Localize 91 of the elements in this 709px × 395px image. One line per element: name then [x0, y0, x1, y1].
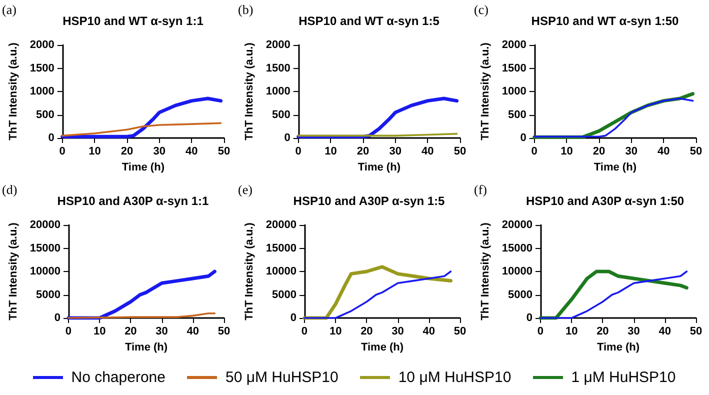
x-tick-label: 30	[625, 146, 638, 158]
x-tick-label: 50	[690, 146, 702, 158]
y-axis-title: ThT Intensity (a.u.)	[244, 42, 256, 140]
x-tick-label: 50	[454, 326, 466, 338]
x-axis-title: Time (h)	[358, 161, 401, 174]
text: (e)	[238, 182, 252, 198]
x-tick-label: 20	[120, 146, 134, 158]
x-axis-title: Time (h)	[596, 341, 640, 354]
x-tick-label: 50	[454, 146, 466, 158]
text: (c)	[474, 2, 488, 18]
x-tick-label: 40	[186, 146, 198, 158]
chart-title: HSP10 and A30P α-syn 1:5	[293, 194, 446, 208]
y-tick-label: 20000	[30, 219, 60, 231]
legend-label: No chaperone	[71, 368, 166, 386]
x-tick-label: 20	[592, 146, 606, 158]
x-tick-label: 0	[537, 326, 544, 338]
y-tick-label: 1500	[502, 62, 526, 74]
x-axis-title: Time (h)	[360, 341, 404, 354]
x-tick-label: 10	[565, 326, 578, 338]
y-tick-label: 15000	[502, 242, 532, 254]
text: (d)	[2, 182, 18, 198]
y-tick-label: 500	[508, 108, 526, 121]
x-tick-label: 10	[324, 146, 337, 158]
x-tick-label: 40	[658, 146, 670, 158]
y-tick-label: 0	[48, 132, 54, 144]
chart-title: HSP10 and A30P α-syn 1:1	[57, 194, 210, 208]
legend-label: 1 μM HuHSP10	[571, 368, 676, 386]
x-tick-label: 30	[389, 146, 402, 158]
x-tick-label: 20	[356, 146, 370, 158]
text: (b)	[238, 2, 254, 18]
x-tick-label: 50	[218, 146, 230, 158]
y-tick-label: 0	[54, 312, 60, 324]
y-tick-label: 2000	[502, 39, 526, 51]
x-tick-label: 0	[301, 326, 308, 338]
x-tick-label: 30	[392, 326, 404, 338]
y-tick-label: 5000	[272, 288, 296, 301]
x-tick-label: 30	[153, 146, 166, 158]
y-tick-label: 0	[284, 132, 290, 144]
y-tick-label: 1000	[502, 86, 526, 98]
y-tick-label: 1500	[266, 62, 290, 74]
chart-title: HSP10 and WT α-syn 1:1	[62, 14, 204, 28]
x-axis-title: Time (h)	[124, 341, 168, 354]
x-tick-label: 40	[658, 326, 672, 338]
legend-label: 10 μM HuHSP10	[398, 368, 512, 386]
y-tick-label: 2000	[30, 39, 54, 51]
y-axis-title: ThT Intensity (a.u.)	[480, 222, 492, 320]
y-axis-title: ThT Intensity (a.u.)	[480, 42, 492, 140]
x-tick-label: 50	[218, 326, 230, 338]
x-axis-title: Time (h)	[594, 161, 637, 174]
y-tick-label: 0	[520, 132, 526, 144]
x-tick-label: 20	[360, 326, 373, 338]
text: (f)	[474, 182, 487, 198]
x-tick-label: 50	[690, 326, 702, 338]
y-tick-label: 500	[36, 108, 54, 121]
y-tick-label: 20000	[502, 219, 532, 231]
y-tick-label: 10000	[266, 266, 296, 278]
x-tick-label: 30	[156, 326, 168, 338]
x-tick-label: 20	[596, 326, 609, 338]
y-axis-title: ThT Intensity (a.u.)	[8, 42, 20, 140]
x-tick-label: 30	[628, 326, 640, 338]
chart-title: HSP10 and A30P α-syn 1:50	[526, 194, 684, 208]
x-tick-label: 0	[65, 326, 72, 338]
y-axis-title: ThT Intensity (a.u.)	[8, 222, 20, 320]
x-tick-label: 10	[93, 326, 106, 338]
y-tick-label: 1500	[30, 62, 54, 74]
y-axis-title: ThT Intensity (a.u.)	[244, 222, 256, 320]
y-tick-label: 2000	[266, 39, 290, 51]
x-tick-label: 20	[124, 326, 137, 338]
y-tick-label: 5000	[508, 288, 532, 301]
y-tick-label: 20000	[266, 219, 296, 231]
x-tick-label: 10	[329, 326, 342, 338]
x-tick-label: 40	[422, 146, 434, 158]
chart-title: HSP10 and WT α-syn 1:50	[531, 14, 680, 28]
y-tick-label: 0	[526, 312, 532, 324]
y-tick-label: 15000	[266, 242, 296, 254]
y-tick-label: 1000	[266, 86, 290, 98]
x-tick-label: 40	[186, 326, 200, 338]
text: (a)	[2, 2, 16, 18]
y-tick-label: 5000	[36, 288, 60, 301]
y-tick-label: 10000	[30, 266, 60, 278]
x-axis-title: Time (h)	[122, 161, 165, 174]
legend-label: 50 μM HuHSP10	[225, 368, 338, 386]
y-tick-label: 0	[290, 312, 296, 324]
x-tick-label: 40	[422, 326, 436, 338]
y-tick-label: 1000	[30, 86, 54, 98]
x-tick-label: 10	[560, 146, 573, 158]
y-tick-label: 10000	[502, 266, 532, 278]
x-tick-label: 10	[88, 146, 101, 158]
y-tick-label: 15000	[30, 242, 60, 254]
chart-title: HSP10 and WT α-syn 1:5	[298, 14, 440, 28]
y-tick-label: 500	[272, 108, 290, 121]
